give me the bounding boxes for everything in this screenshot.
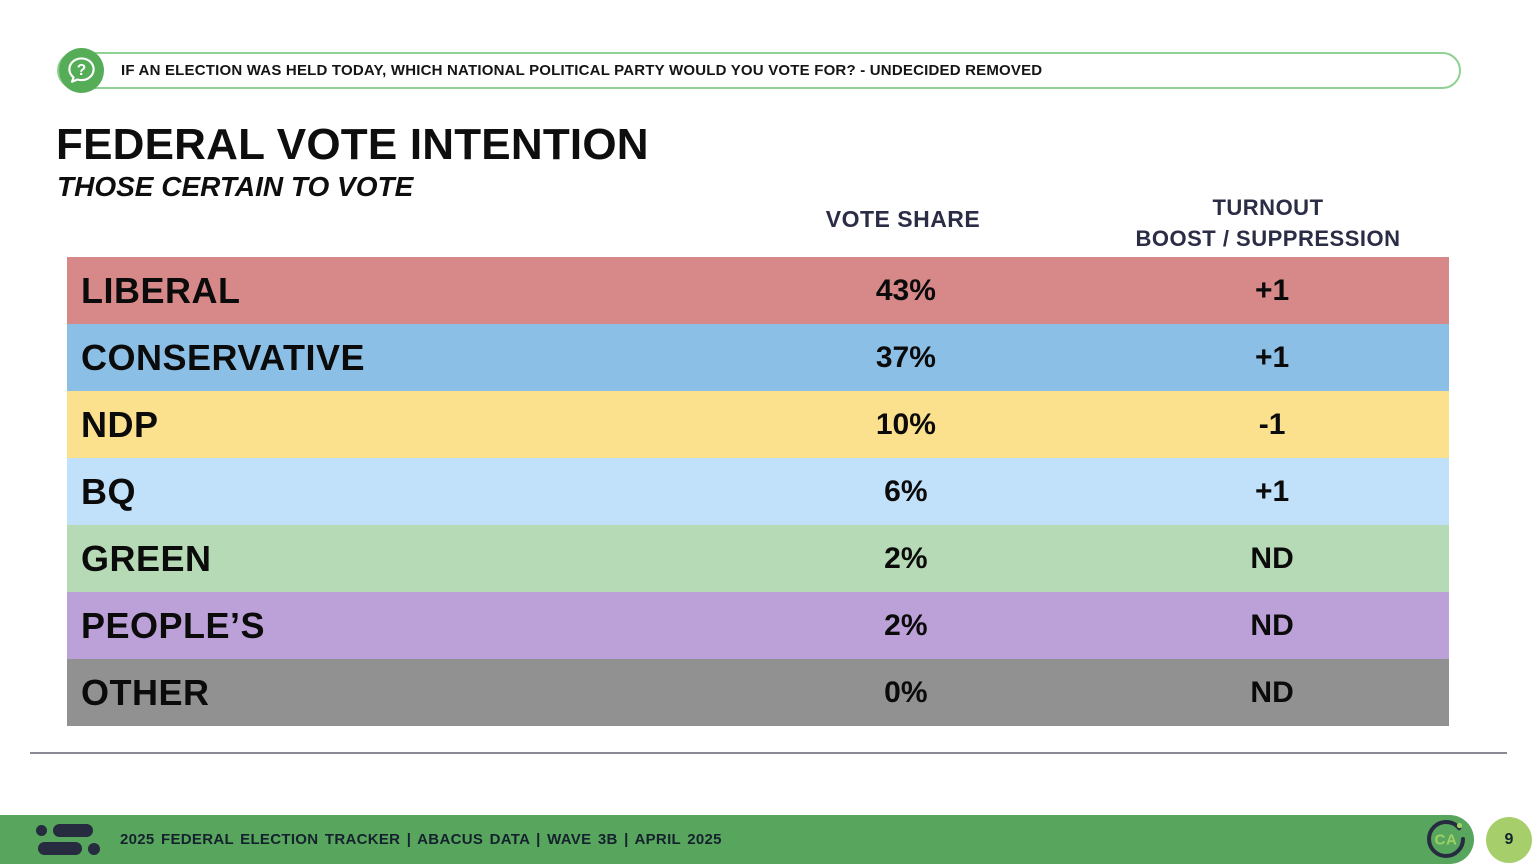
party-label: LIBERAL [81,269,241,311]
svg-text:?: ? [77,62,86,79]
footer-divider-line [30,752,1507,754]
vote-share-value: 0% [884,675,928,709]
turnout-value: +1 [1254,340,1290,374]
page-subtitle: THOSE CERTAIN TO VOTE [57,171,414,202]
table-row-ndp: NDP 10% -1 [67,391,1449,458]
column-header-turnout: TURNOUT BOOST / SUPPRESSION [1083,192,1453,254]
turnout-value: -1 [1258,407,1286,441]
table-row-peoples: PEOPLE’S 2% ND [67,592,1449,659]
vote-share-value: 43% [875,273,936,307]
abacus-data-logo [36,824,106,856]
turnout-value: ND [1250,675,1294,709]
table-row-bq: BQ 6% +1 [67,458,1449,525]
column-header-vote-share: VOTE SHARE [825,206,981,232]
question-text: IF AN ELECTION WAS HELD TODAY, WHICH NAT… [121,62,1043,79]
party-label: BQ [81,470,136,512]
ca-ring-logo: CA [1424,817,1468,861]
column-header-turnout-line1: TURNOUT [1212,195,1324,220]
table-row-conservative: CONSERVATIVE 37% +1 [67,324,1449,391]
footer-bar: 2025 FEDERAL ELECTION TRACKER | ABACUS D… [0,815,1474,864]
vote-share-value: 6% [884,474,928,508]
speech-bubble-glyph: ? [68,57,95,83]
question-speech-bubble-icon: ? [59,48,104,93]
turnout-value: ND [1250,608,1294,642]
table-row-liberal: LIBERAL 43% +1 [67,257,1449,324]
vote-share-value: 37% [875,340,936,374]
vote-share-value: 10% [875,407,936,441]
page-number-badge: 9 [1486,817,1532,863]
vote-intention-table: LIBERAL 43% +1 CONSERVATIVE 37% +1 NDP 1… [67,257,1449,726]
turnout-value: +1 [1254,474,1290,508]
party-label: GREEN [81,537,212,579]
question-banner: IF AN ELECTION WAS HELD TODAY, WHICH NAT… [57,52,1461,89]
vote-share-value: 2% [884,541,928,575]
party-label: NDP [81,403,159,445]
column-header-turnout-line2: BOOST / SUPPRESSION [1135,226,1401,251]
svg-text:CA: CA [1435,832,1458,849]
party-label: OTHER [81,671,210,713]
table-row-green: GREEN 2% ND [67,525,1449,592]
logo-bar [53,824,93,837]
party-label: CONSERVATIVE [81,336,366,378]
footer-caption: 2025 FEDERAL ELECTION TRACKER | ABACUS D… [120,831,722,848]
party-label: PEOPLE’S [81,604,266,646]
table-row-other: OTHER 0% ND [67,659,1449,726]
turnout-value: ND [1250,541,1294,575]
logo-dot [36,825,47,836]
vote-share-value: 2% [884,608,928,642]
logo-bar [38,842,82,855]
turnout-value: +1 [1254,273,1290,307]
logo-dot [88,843,100,855]
ca-ring-glyph: CA [1427,820,1465,858]
page-title: FEDERAL VOTE INTENTION [56,120,649,169]
